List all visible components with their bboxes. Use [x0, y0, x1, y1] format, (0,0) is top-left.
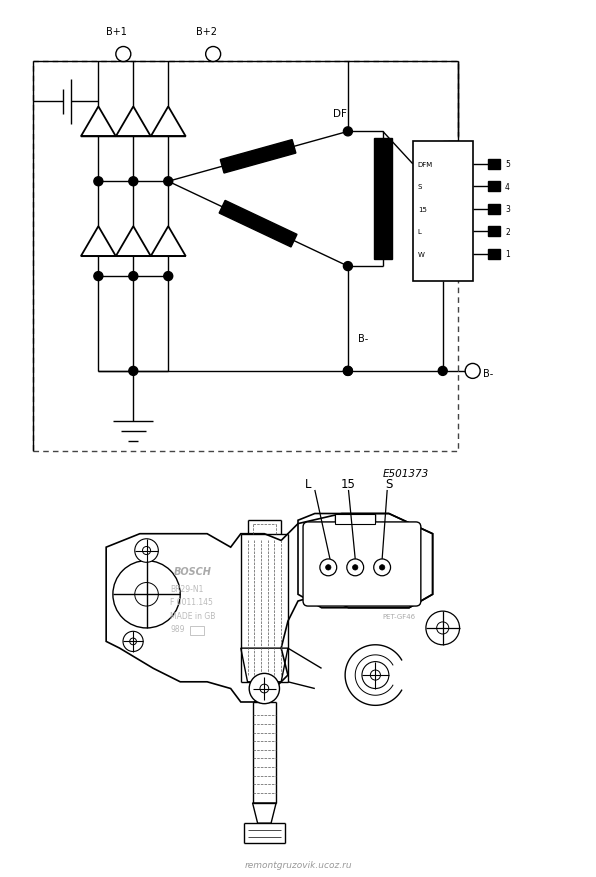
- Circle shape: [135, 539, 159, 563]
- Circle shape: [129, 272, 138, 282]
- Circle shape: [320, 560, 337, 576]
- Text: DFM: DFM: [418, 161, 433, 168]
- Circle shape: [380, 565, 385, 570]
- Text: 2: 2: [505, 227, 510, 237]
- Circle shape: [249, 674, 280, 704]
- Bar: [374, 139, 392, 260]
- Text: DF: DF: [333, 110, 347, 119]
- Text: 989: 989: [170, 624, 185, 633]
- Circle shape: [465, 364, 480, 379]
- Circle shape: [343, 367, 352, 376]
- Text: 5: 5: [505, 160, 510, 169]
- Circle shape: [129, 367, 138, 376]
- Circle shape: [343, 367, 352, 376]
- Bar: [488, 160, 500, 169]
- Circle shape: [164, 177, 173, 187]
- Bar: [488, 204, 500, 215]
- Text: F 0011.145: F 0011.145: [170, 598, 213, 607]
- Text: 4: 4: [505, 182, 510, 191]
- Text: 3: 3: [505, 205, 510, 214]
- Circle shape: [135, 583, 159, 606]
- Circle shape: [362, 662, 389, 688]
- Circle shape: [347, 560, 364, 576]
- Polygon shape: [221, 140, 296, 174]
- Text: PET-GF46: PET-GF46: [382, 613, 415, 619]
- Circle shape: [164, 272, 173, 282]
- Text: MADE in GB: MADE in GB: [170, 611, 216, 620]
- Circle shape: [343, 262, 352, 271]
- Circle shape: [253, 677, 276, 701]
- Circle shape: [426, 611, 460, 645]
- Text: S: S: [418, 184, 422, 190]
- Circle shape: [113, 561, 180, 628]
- Text: S: S: [385, 477, 393, 490]
- Circle shape: [437, 622, 449, 634]
- Circle shape: [206, 47, 221, 62]
- Circle shape: [94, 272, 103, 282]
- Text: 1: 1: [505, 250, 510, 259]
- Text: L: L: [305, 477, 311, 490]
- Bar: [488, 182, 500, 192]
- Text: B+2: B+2: [195, 27, 217, 37]
- Text: B-: B-: [483, 368, 493, 379]
- Circle shape: [343, 128, 352, 137]
- Circle shape: [370, 670, 380, 681]
- Text: 15: 15: [341, 477, 356, 490]
- Circle shape: [142, 547, 151, 555]
- Circle shape: [352, 565, 358, 570]
- Circle shape: [94, 177, 103, 187]
- Bar: [190, 626, 204, 635]
- Text: B+1: B+1: [106, 27, 127, 37]
- FancyBboxPatch shape: [303, 523, 421, 606]
- Bar: [33, 62, 458, 452]
- Circle shape: [260, 684, 269, 693]
- Circle shape: [325, 565, 331, 570]
- Text: W: W: [418, 252, 425, 257]
- Circle shape: [438, 367, 447, 376]
- Circle shape: [116, 47, 131, 62]
- Text: BOSCH: BOSCH: [173, 567, 212, 576]
- Text: BR29-N1: BR29-N1: [170, 584, 203, 593]
- Bar: [488, 249, 500, 260]
- Circle shape: [130, 638, 136, 645]
- Polygon shape: [219, 201, 297, 247]
- Text: 15: 15: [418, 206, 427, 212]
- Text: B-: B-: [358, 333, 368, 344]
- Text: L: L: [418, 229, 421, 235]
- Text: E501373: E501373: [383, 468, 429, 478]
- Bar: [413, 142, 473, 282]
- Bar: [335, 514, 375, 524]
- Circle shape: [374, 560, 390, 576]
- Circle shape: [123, 631, 143, 652]
- Circle shape: [129, 177, 138, 187]
- Text: remontgruzovik.ucoz.ru: remontgruzovik.ucoz.ru: [244, 860, 352, 869]
- Bar: [488, 227, 500, 237]
